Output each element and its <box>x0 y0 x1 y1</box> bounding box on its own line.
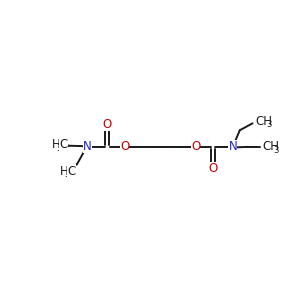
Text: 3: 3 <box>65 170 70 179</box>
Text: N: N <box>83 140 92 153</box>
Text: CH: CH <box>262 140 280 153</box>
Text: O: O <box>208 162 218 175</box>
Text: 3: 3 <box>266 120 272 129</box>
Text: CH: CH <box>255 115 272 128</box>
Text: O: O <box>120 140 129 153</box>
Text: H: H <box>60 165 68 178</box>
Text: 3: 3 <box>57 143 62 152</box>
Text: N: N <box>228 140 237 153</box>
Text: O: O <box>191 140 200 153</box>
Text: 3: 3 <box>274 146 279 155</box>
Text: C: C <box>67 165 76 178</box>
Text: C: C <box>59 138 68 151</box>
Text: O: O <box>103 118 112 131</box>
Text: H: H <box>52 138 60 151</box>
